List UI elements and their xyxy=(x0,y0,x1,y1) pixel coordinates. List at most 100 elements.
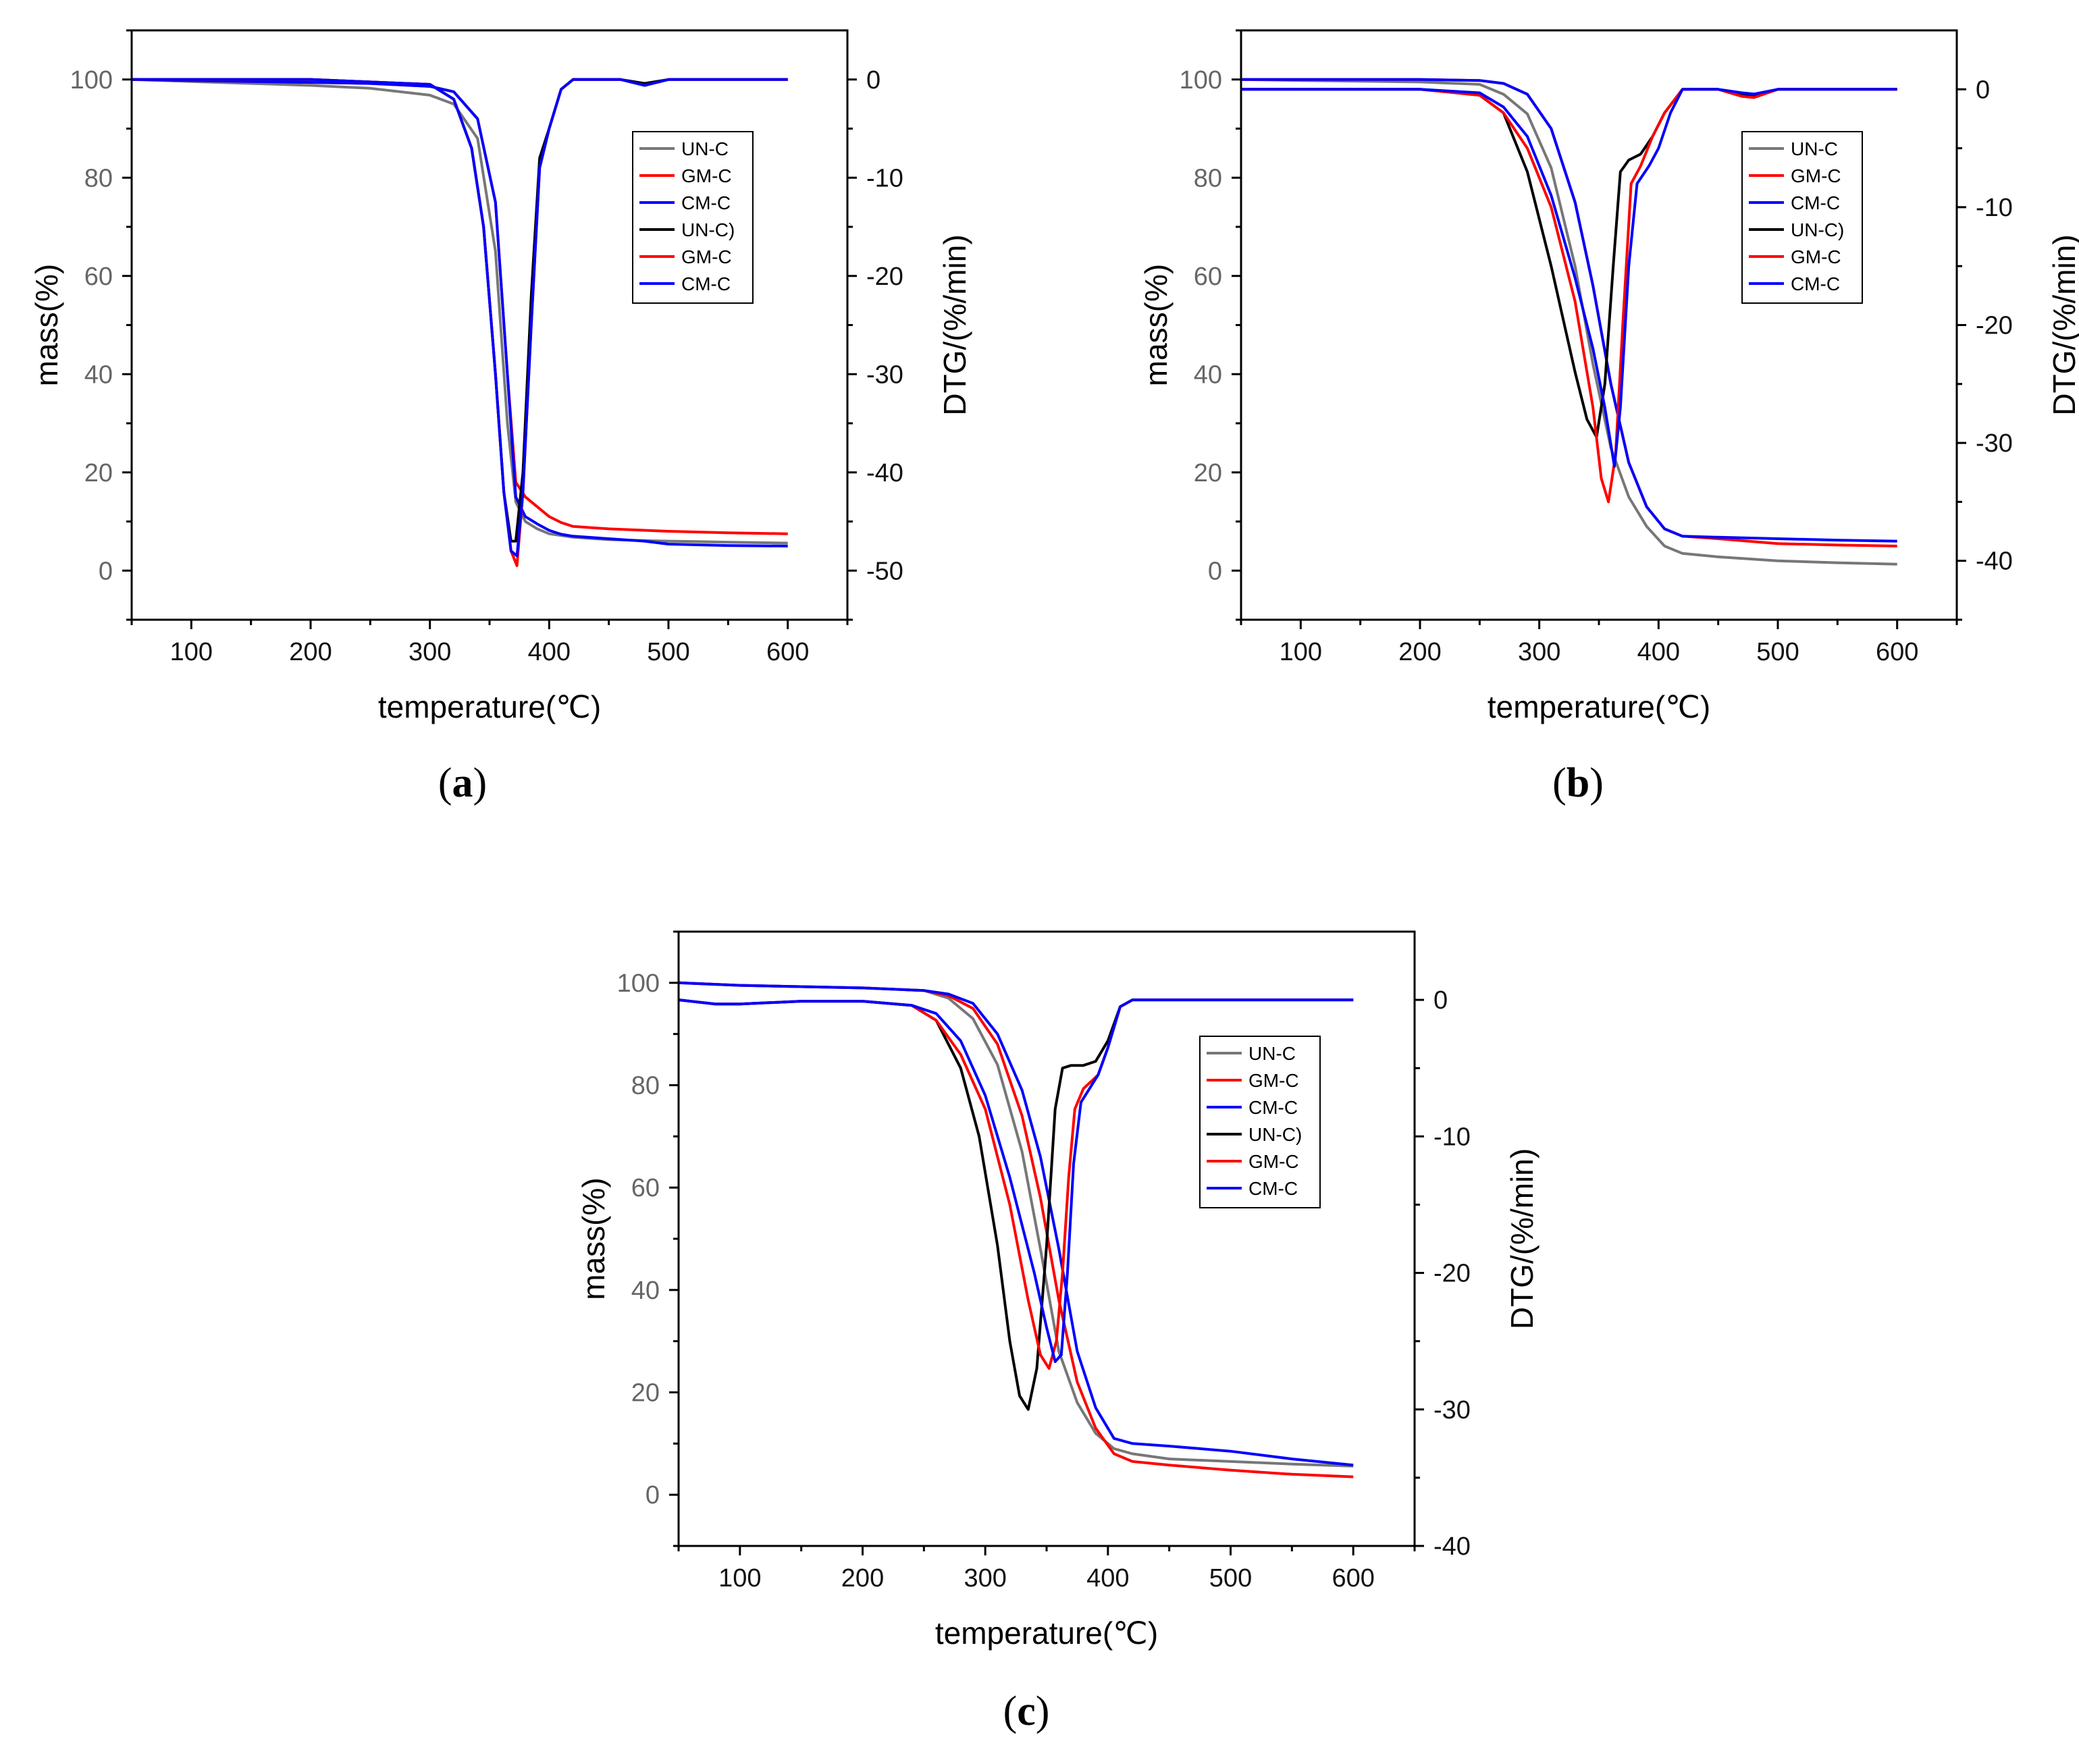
x-tick-label: 300 xyxy=(964,1564,1006,1593)
legend-label: GM-C xyxy=(1791,246,1841,267)
legend-box xyxy=(1741,131,1863,304)
y-right-tick-label: -20 xyxy=(866,263,903,291)
x-tick-label: 500 xyxy=(1756,638,1799,666)
y-left-tick-label: 100 xyxy=(70,66,113,95)
legend-label: CM-C xyxy=(1791,192,1840,213)
series-line-dtg-cmc xyxy=(132,78,788,558)
y-left-tick-label: 20 xyxy=(84,459,113,487)
legend: UN-C GM-C CM-C UN-C) GM-C CM-C xyxy=(1741,131,1863,304)
legend-label: UN-C) xyxy=(1791,219,1844,240)
y-left-tick-label: 80 xyxy=(84,164,113,192)
y-left-axis-title: mass(%) xyxy=(576,1177,611,1300)
y-left-tick-label: 60 xyxy=(84,263,113,291)
series-line-mass-cmc xyxy=(1241,78,1897,543)
x-tick-label: 100 xyxy=(1280,638,1322,666)
legend-label: CM-C xyxy=(1248,1097,1298,1118)
x-tick-label: 500 xyxy=(1209,1564,1252,1593)
legend-box xyxy=(632,131,754,304)
y-right-axis-title: DTG/(%/min) xyxy=(937,234,972,415)
series-group xyxy=(131,78,788,567)
legend-label: GM-C xyxy=(1791,165,1841,186)
x-tick-label: 600 xyxy=(766,638,809,666)
y-right-tick-label: -30 xyxy=(866,360,903,389)
legend-label: CM-C xyxy=(681,273,731,294)
x-tick-label: 200 xyxy=(289,638,332,666)
x-tick-label: 300 xyxy=(1518,638,1560,666)
legend-label: CM-C xyxy=(681,192,731,213)
x-tick-label: 200 xyxy=(841,1564,884,1593)
y-left-tick-label: 20 xyxy=(631,1379,660,1408)
y-right-axis-title: DTG/(%/min) xyxy=(1504,1148,1539,1329)
x-tick-label: 100 xyxy=(170,638,213,666)
y-right-tick-label: -20 xyxy=(1433,1260,1471,1288)
x-axis-title: temperature(℃) xyxy=(378,689,601,724)
y-left-axis-title: mass(%) xyxy=(29,264,64,386)
x-tick-label: 300 xyxy=(409,638,451,666)
y-left-tick-label: 60 xyxy=(631,1174,660,1202)
legend: UN-C GM-C CM-C UN-C) GM-C CM-C xyxy=(632,131,754,304)
y-left-tick-label: 100 xyxy=(617,969,660,998)
plot-frame xyxy=(130,29,849,621)
x-tick-label: 400 xyxy=(528,638,571,666)
y-left-axis-title: mass(%) xyxy=(1138,264,1174,386)
y-right-tick-label: -40 xyxy=(866,459,903,487)
series-group xyxy=(678,981,1354,1478)
legend-label: UN-C) xyxy=(681,219,735,240)
x-axis-title: temperature(℃) xyxy=(935,1615,1158,1651)
y-right-tick-label: -40 xyxy=(1976,547,2013,576)
series-line-dtg-cmc xyxy=(678,998,1354,1363)
chart-panel-c: 100 200 300 400 500 600 0 20 40 60 80 100 0 -10 -20 -30… xyxy=(576,930,1539,1734)
y-right-tick-label: 0 xyxy=(1433,986,1448,1015)
y-left-tick-label: 80 xyxy=(1194,164,1222,192)
legend-label: CM-C xyxy=(1791,273,1840,294)
legend-label: UN-C xyxy=(1248,1043,1296,1064)
legend-label: GM-C xyxy=(681,165,732,186)
chart-panel-a: 100 200 300 400 500 600 0 20 40 60 80 100 0 -10 -20 -30… xyxy=(29,29,972,806)
x-tick-label: 600 xyxy=(1876,638,1918,666)
y-left-tick-label: 100 xyxy=(1180,66,1222,95)
y-right-tick-label: -20 xyxy=(1976,312,2013,340)
y-right-tick-label: -10 xyxy=(1433,1123,1471,1151)
chart-panel-b: 100 200 300 400 500 600 0 20 40 60 80 100 0 -10 -20 -30… xyxy=(1138,29,2079,806)
legend-label: UN-C xyxy=(681,138,729,159)
y-left-tick-label: 20 xyxy=(1194,459,1222,487)
x-tick-label: 500 xyxy=(647,638,689,666)
legend-label: GM-C xyxy=(1248,1070,1299,1091)
panel-label: (a) xyxy=(438,760,487,806)
y-right-tick-label: 0 xyxy=(1976,76,1990,104)
y-left-tick-label: 0 xyxy=(646,1481,660,1509)
series-group xyxy=(1240,78,1897,566)
legend-label: UN-C xyxy=(1791,138,1838,159)
legend-label: GM-C xyxy=(1248,1151,1299,1172)
series-line-dtg-cmc xyxy=(1241,88,1897,468)
y-left-tick-label: 0 xyxy=(99,557,113,585)
y-left-tick-label: 40 xyxy=(84,360,113,389)
y-left-tick-label: 40 xyxy=(1194,360,1222,389)
y-right-tick-label: 0 xyxy=(866,66,880,95)
legend-label: UN-C) xyxy=(1248,1124,1302,1145)
x-tick-label: 200 xyxy=(1398,638,1441,666)
x-tick-label: 400 xyxy=(1637,638,1680,666)
legend: UN-C GM-C CM-C UN-C) GM-C CM-C xyxy=(1199,1036,1321,1208)
y-right-tick-label: -30 xyxy=(1976,429,2013,458)
y-left-tick-label: 80 xyxy=(631,1072,660,1100)
y-right-tick-label: -10 xyxy=(866,164,903,192)
legend-label: CM-C xyxy=(1248,1178,1298,1199)
x-tick-label: 600 xyxy=(1332,1564,1374,1593)
y-left-tick-label: 40 xyxy=(631,1277,660,1305)
panel-label: (b) xyxy=(1552,760,1604,806)
x-tick-label: 100 xyxy=(718,1564,761,1593)
legend-label: GM-C xyxy=(681,246,732,267)
y-right-tick-label: -40 xyxy=(1433,1532,1471,1561)
y-right-tick-label: -30 xyxy=(1433,1396,1471,1424)
x-axis-title: temperature(℃) xyxy=(1488,689,1710,724)
y-right-tick-label: -10 xyxy=(1976,194,2013,222)
y-left-tick-label: 60 xyxy=(1194,263,1222,291)
x-tick-label: 400 xyxy=(1086,1564,1129,1593)
y-right-tick-label: -50 xyxy=(866,557,903,585)
series-line-mass-cmc xyxy=(131,78,788,547)
legend-box xyxy=(1199,1036,1321,1208)
y-left-tick-label: 0 xyxy=(1208,557,1222,585)
panel-label: (c) xyxy=(1003,1688,1050,1734)
